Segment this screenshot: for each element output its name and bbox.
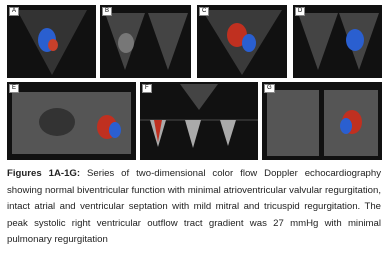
panel-d: D <box>293 5 382 78</box>
panel-e: E <box>7 82 136 160</box>
echo-image <box>267 90 378 156</box>
caption-text: Series of two-dimensional color flow Dop… <box>7 168 381 245</box>
echo-image <box>140 84 258 148</box>
figure-caption: Figures 1A-1G: Series of two-dimensional… <box>7 166 381 249</box>
panel-label: B <box>102 7 113 16</box>
panel-g: G <box>262 82 382 160</box>
echo-image <box>12 92 131 154</box>
panel-label: F <box>142 84 152 93</box>
panel-label: C <box>199 7 210 16</box>
panel-a: A <box>7 5 96 78</box>
panel-label: D <box>295 7 306 16</box>
panel-label: E <box>9 84 20 93</box>
panel-b: B <box>100 5 191 78</box>
panel-f: F <box>140 82 258 160</box>
echo-image <box>202 10 282 75</box>
panel-label: G <box>264 84 275 93</box>
caption-title: Figures 1A-1G: <box>7 168 81 179</box>
echo-image <box>298 13 379 70</box>
echo-image <box>105 13 188 70</box>
panel-c: C <box>197 5 287 78</box>
panel-label: A <box>9 7 20 16</box>
echo-image <box>17 10 87 75</box>
